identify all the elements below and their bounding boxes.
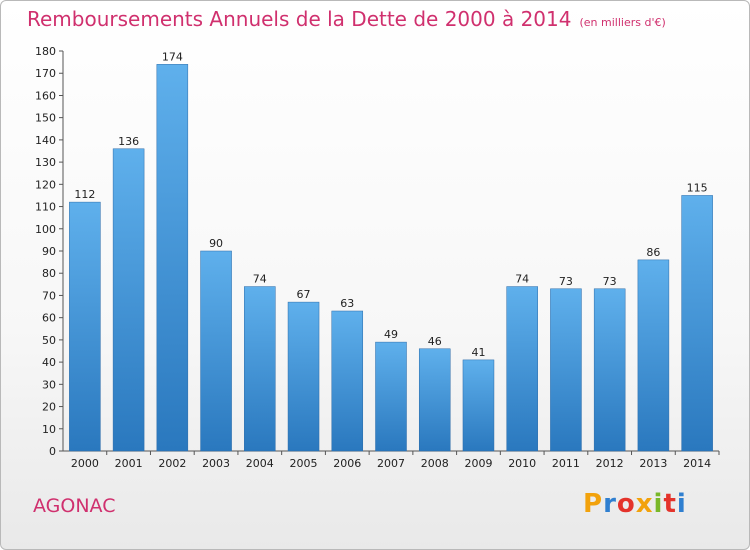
x-tick-label: 2000 [71, 457, 99, 470]
value-label-2002: 174 [162, 50, 183, 63]
value-label-2007: 49 [384, 328, 398, 341]
bar-2011 [550, 288, 582, 452]
y-tick-label: 170 [35, 67, 56, 80]
value-label-2000: 112 [74, 188, 95, 201]
x-tick-label: 2009 [464, 457, 492, 470]
value-label-2010: 74 [515, 273, 529, 286]
y-tick-label: 160 [35, 89, 56, 102]
x-tick-label: 2001 [115, 457, 143, 470]
brand-letter: r [603, 489, 617, 519]
x-tick-label: 2011 [552, 457, 580, 470]
x-tick-label: 2014 [683, 457, 711, 470]
bar-2007 [375, 341, 407, 452]
bar-2005 [287, 301, 320, 452]
brand-letter: i [653, 489, 664, 519]
brand-letter: o [616, 489, 636, 519]
x-tick-label: 2010 [508, 457, 536, 470]
y-tick-label: 90 [42, 245, 56, 258]
brand-letter: i [676, 489, 687, 519]
brand-letter: t [663, 489, 677, 519]
value-label-2008: 46 [428, 335, 442, 348]
bar-2014 [681, 195, 713, 452]
y-tick-label: 10 [42, 423, 56, 436]
value-label-2012: 73 [603, 275, 617, 288]
y-tick-label: 50 [42, 334, 56, 347]
value-label-2011: 73 [559, 275, 573, 288]
y-tick-label: 100 [35, 223, 56, 236]
x-tick-label: 2005 [290, 457, 318, 470]
bar-2002 [156, 64, 189, 452]
chart-title-text: Remboursements Annuels de la Dette de 20… [27, 7, 572, 31]
bar-2008 [418, 348, 451, 452]
brand-letter: P [583, 489, 604, 519]
bar-2010 [506, 286, 538, 452]
value-label-2009: 41 [471, 346, 485, 359]
x-tick-label: 2002 [158, 457, 186, 470]
value-label-2013: 86 [646, 246, 660, 259]
chart-title: Remboursements Annuels de la Dette de 20… [27, 7, 666, 31]
value-label-2001: 136 [118, 135, 139, 148]
bar-2000 [69, 201, 101, 452]
value-label-2006: 63 [340, 297, 354, 310]
y-tick-label: 70 [42, 289, 56, 302]
chart-subtitle: (en milliers d'€) [579, 16, 666, 29]
x-tick-label: 2003 [202, 457, 230, 470]
value-label-2004: 74 [253, 273, 267, 286]
x-tick-label: 2008 [421, 457, 449, 470]
y-tick-label: 150 [35, 112, 56, 125]
y-tick-label: 30 [42, 378, 56, 391]
y-tick-label: 180 [35, 45, 56, 58]
bar-2001 [112, 148, 145, 452]
y-tick-label: 60 [42, 312, 56, 325]
brand-letter: x [635, 489, 654, 519]
bar-2009 [462, 359, 495, 452]
bars [69, 64, 713, 452]
y-tick-label: 140 [35, 134, 56, 147]
y-tick-label: 0 [49, 445, 56, 458]
x-tick-label: 2004 [246, 457, 274, 470]
y-tick-label: 120 [35, 178, 56, 191]
bar-2004 [244, 286, 276, 452]
y-tick-label: 110 [35, 201, 56, 214]
y-tick-label: 20 [42, 401, 56, 414]
y-tick-label: 40 [42, 356, 56, 369]
value-label-2003: 90 [209, 237, 223, 250]
value-label-2014: 115 [687, 181, 708, 194]
bar-2013 [637, 259, 670, 452]
value-label-2005: 67 [297, 288, 311, 301]
x-tick-label: 2006 [333, 457, 361, 470]
x-tick-label: 2007 [377, 457, 405, 470]
commune-name: AGONAC [33, 495, 116, 517]
proxiti-logo[interactable]: Proxiti [583, 489, 687, 519]
x-tick-label: 2013 [639, 457, 667, 470]
y-tick-label: 80 [42, 267, 56, 280]
bar-2006 [331, 310, 364, 452]
x-tick-label: 2012 [596, 457, 624, 470]
bar-2003 [200, 250, 232, 452]
bar-2012 [593, 288, 626, 452]
value-labels: 112 136 174 90 74 67 63 49 46 41 74 73 73 86 115 [74, 50, 707, 359]
axes: 0 10 20 30 40 50 60 70 80 90 100 110 120 130 140 150 160… [35, 45, 720, 470]
y-tick-label: 130 [35, 156, 56, 169]
